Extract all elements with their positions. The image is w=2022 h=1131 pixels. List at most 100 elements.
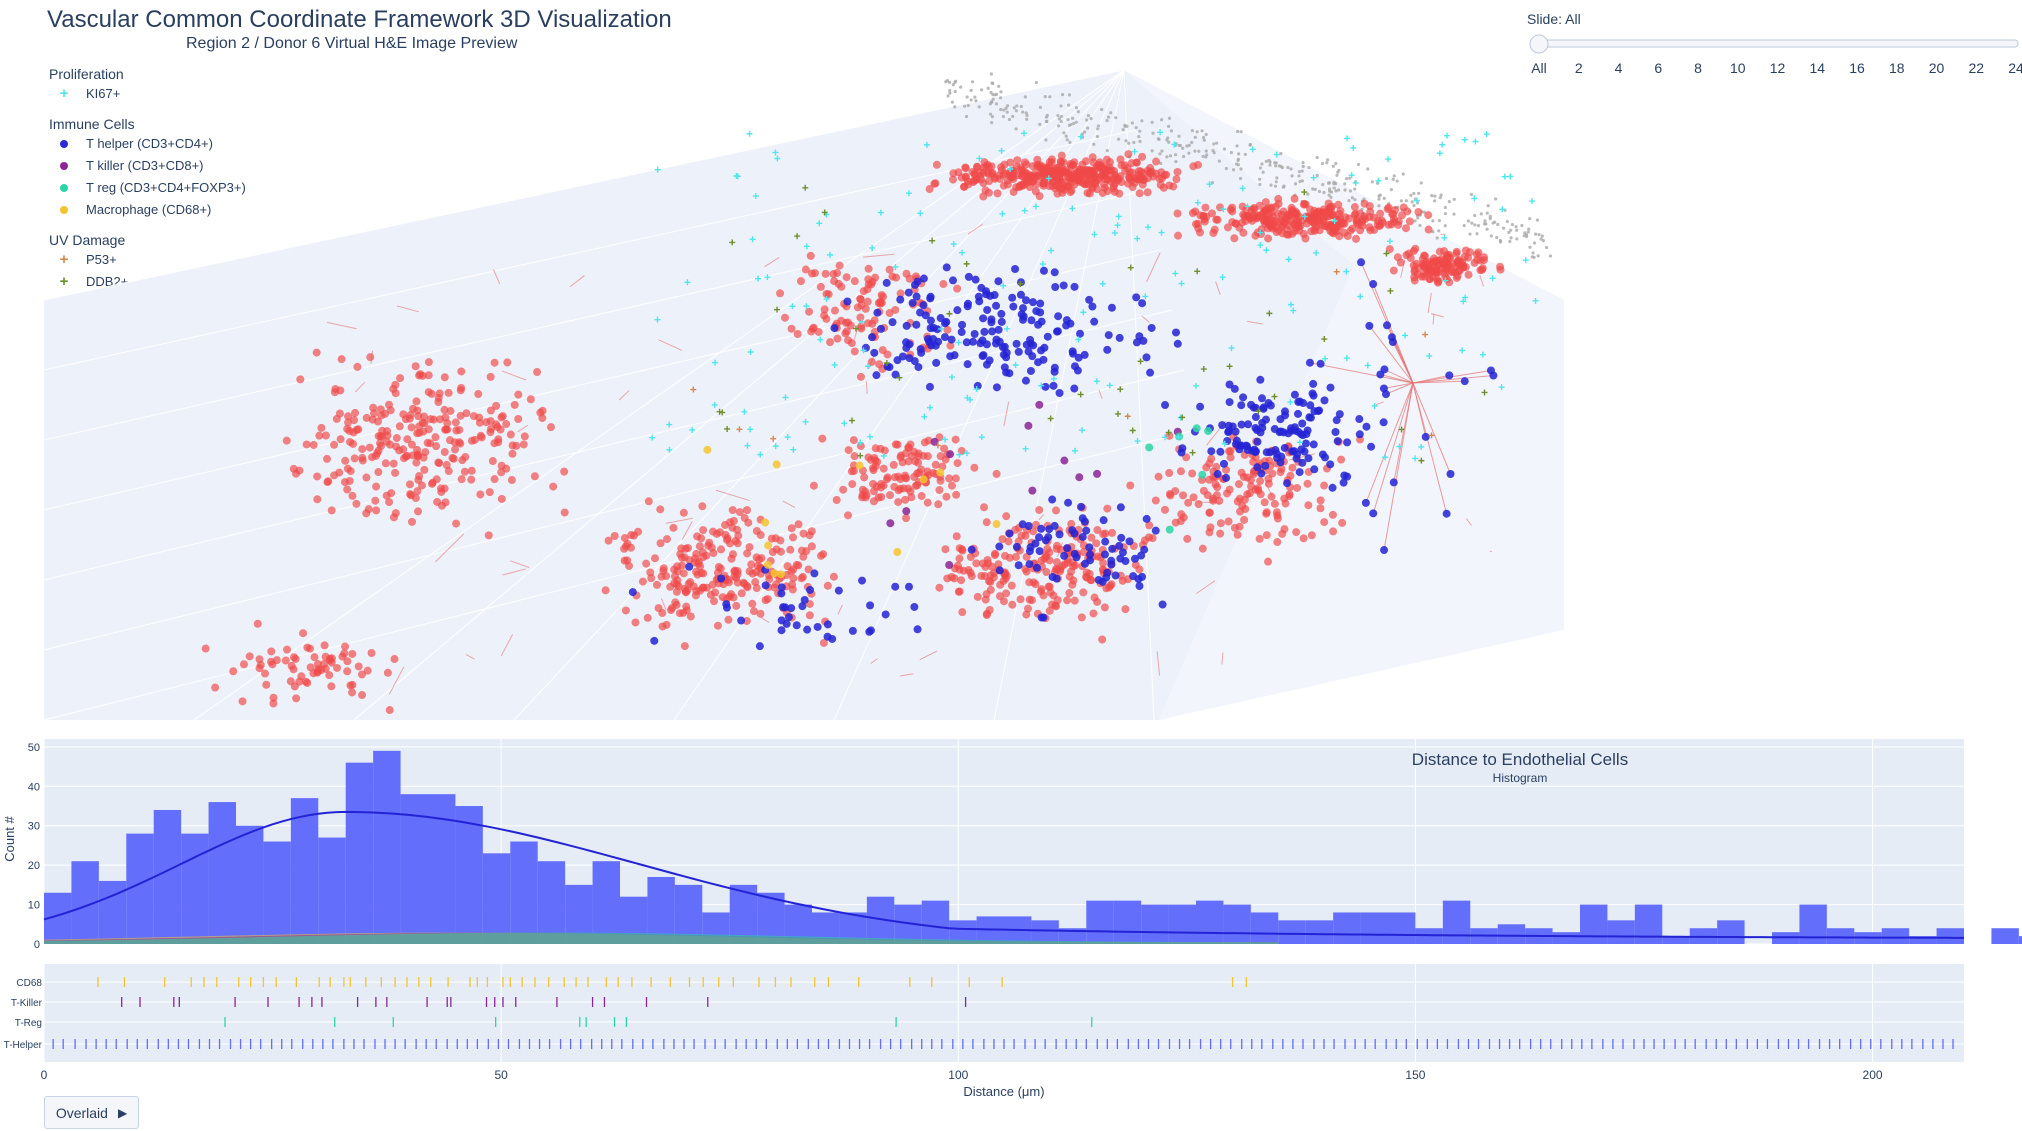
histogram-bar xyxy=(126,833,154,944)
histogram-bar xyxy=(1031,920,1059,944)
legend-item[interactable]: T killer (CD3+CD8+) xyxy=(52,154,265,176)
histogram-y-tick: 10 xyxy=(28,900,40,912)
rug-row-label: T-Reg xyxy=(15,1018,42,1029)
rug-chart: CD68 T-Killer T-Reg T-Helper 0 50 100 150 200 Dis… xyxy=(4,964,1964,1099)
histogram-y-tick: 20 xyxy=(28,860,40,872)
rug-x-tick: 200 xyxy=(1863,1068,1883,1082)
histogram-y-tick: 40 xyxy=(28,781,40,793)
histogram-bar xyxy=(482,853,511,944)
rug-x-tick: 100 xyxy=(948,1068,968,1082)
histogram-bar xyxy=(1333,912,1361,944)
histogram-fit-line xyxy=(43,810,1965,939)
slider-tick-label[interactable]: All xyxy=(1531,60,1547,76)
overlaid-label: Overlaid xyxy=(55,1104,108,1121)
circle-marker-icon xyxy=(52,202,76,217)
histogram-bar xyxy=(1881,928,1910,944)
histogram-bar xyxy=(1991,928,2019,944)
plus-marker-icon: + xyxy=(59,84,69,102)
legend-item[interactable]: T reg (CD3+CD4+FOXP3+) xyxy=(52,176,265,198)
histogram-bar xyxy=(1552,932,1580,944)
histogram-bar xyxy=(510,841,538,944)
histogram-bar xyxy=(455,806,483,944)
plus-marker-icon: + xyxy=(59,272,69,290)
histogram-bar xyxy=(98,880,127,944)
legend-item[interactable]: + KI67+ xyxy=(52,82,265,104)
histogram-bar xyxy=(181,833,209,944)
legend-item-label: Macrophage (CD68+) xyxy=(86,201,212,217)
histogram-subtitle: Histogram xyxy=(1493,771,1548,785)
marker-points xyxy=(649,129,1539,464)
histogram-bar xyxy=(1086,900,1114,944)
histogram-bar xyxy=(2018,936,2022,944)
slider-tick-label[interactable]: 2 xyxy=(1574,60,1583,76)
slider-tick-label[interactable]: 4 xyxy=(1614,60,1623,76)
histogram-bar xyxy=(1442,900,1471,944)
slider-label: Slide: All xyxy=(1527,11,1581,27)
slider-tick-label[interactable]: 18 xyxy=(1888,60,1905,76)
histogram-bar xyxy=(345,762,374,944)
rug-x-tick: 0 xyxy=(41,1068,48,1082)
legend-group-title: Immune Cells xyxy=(49,116,135,132)
legend-item-label: T helper (CD3+CD4+) xyxy=(86,135,213,151)
legend-item[interactable]: + P53+ xyxy=(52,248,265,270)
histogram-bar xyxy=(1113,900,1142,944)
slider-tick-label[interactable]: 8 xyxy=(1694,60,1702,76)
slider-tick-label[interactable]: 20 xyxy=(1928,60,1945,76)
slider-tick-label[interactable]: 6 xyxy=(1654,60,1663,76)
histogram-bar xyxy=(1278,920,1306,944)
circle-marker-icon xyxy=(52,158,76,173)
overlaid-button[interactable]: Overlaid ▶ xyxy=(44,1096,139,1129)
slider-tick-label[interactable]: 14 xyxy=(1809,60,1826,76)
histogram-bar xyxy=(1141,904,1169,944)
histogram-bar xyxy=(153,809,182,944)
histogram-bar xyxy=(1662,936,1690,944)
immune-points xyxy=(628,258,1498,651)
scene-3d[interactable]: 010002000 xyxy=(44,70,1564,720)
legend-item-label: T reg (CD3+CD4+FOXP3+) xyxy=(86,179,246,195)
page-subtitle: Region 2 / Donor 6 Virtual H&E Image Pre… xyxy=(186,35,518,52)
histogram-bar xyxy=(1497,924,1526,944)
histogram-bar xyxy=(1388,912,1416,944)
histogram-minor-series xyxy=(44,932,1279,944)
endothelial-points xyxy=(201,150,1505,715)
histogram-bar xyxy=(1607,920,1635,944)
histogram-y-tick: 0 xyxy=(34,939,40,951)
histogram-bar xyxy=(1936,928,1964,944)
slider-track[interactable] xyxy=(1520,28,2020,88)
scene-wall xyxy=(1124,70,1564,720)
slider-tick-label[interactable]: 22 xyxy=(1968,60,1985,76)
histogram-bar xyxy=(1580,904,1608,944)
skin-surface-points xyxy=(944,72,1553,259)
slider-tick-label[interactable]: 24 xyxy=(2008,60,2022,76)
slider-tick-label[interactable]: 16 xyxy=(1849,60,1865,76)
play-icon: ▶ xyxy=(117,1105,128,1120)
histogram-y-tick: 50 xyxy=(28,742,40,754)
histogram-bar xyxy=(1196,900,1224,944)
rug-x-tick: 150 xyxy=(1405,1068,1425,1082)
slider-tick-label[interactable]: 10 xyxy=(1729,60,1746,76)
slider-handle[interactable] xyxy=(1529,34,1549,54)
histogram-bar xyxy=(1909,936,1937,944)
histogram-bar xyxy=(592,861,620,944)
histogram-bar xyxy=(373,750,401,944)
histogram-y-tick: 30 xyxy=(28,821,40,833)
histogram-bar xyxy=(647,876,675,944)
legend-item[interactable]: Macrophage (CD68+) xyxy=(52,198,265,220)
slider-ticks: All 2 4 6 8 10 12 14 16 18 20 22 24 xyxy=(1520,60,2022,90)
histogram-bar xyxy=(1250,912,1279,944)
legend-item-label: T killer (CD3+CD8+) xyxy=(86,157,204,173)
slider-tick-label[interactable]: 12 xyxy=(1769,60,1786,76)
histogram-bar xyxy=(318,837,346,944)
histogram-bar xyxy=(208,802,236,944)
legend-item[interactable]: T helper (CD3+CD4+) xyxy=(52,132,265,154)
page-title: Vascular Common Coordinate Framework 3D … xyxy=(47,6,672,33)
histogram-bar xyxy=(921,900,950,944)
histogram-bar xyxy=(236,825,264,944)
histogram-chart: 0 10 20 30 40 50 Distance to Endothelial Cells… xyxy=(2,739,2022,951)
legend-item-label: P53+ xyxy=(86,251,117,267)
histogram-bar xyxy=(949,920,977,944)
histogram-bar xyxy=(290,798,319,944)
histogram-bar xyxy=(1717,920,1745,944)
slide-slider[interactable]: Slide: All All 2 4 6 8 10 12 14 16 18 20 22 24 xyxy=(1520,6,2022,96)
legend-group-title: UV Damage xyxy=(49,232,126,248)
